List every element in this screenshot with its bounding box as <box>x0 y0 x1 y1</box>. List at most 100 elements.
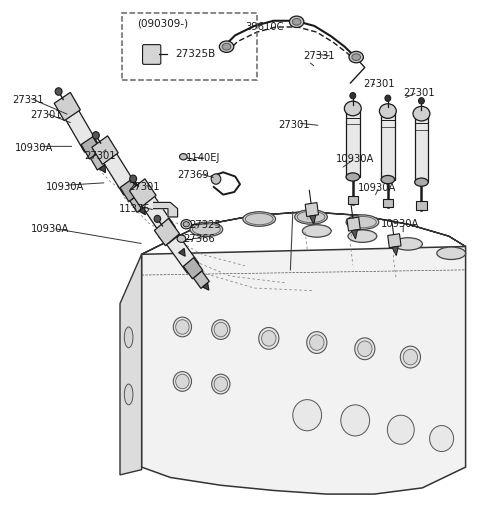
Ellipse shape <box>222 44 231 50</box>
Circle shape <box>130 175 137 183</box>
FancyBboxPatch shape <box>143 45 161 64</box>
Ellipse shape <box>292 19 301 25</box>
Polygon shape <box>120 254 142 475</box>
Polygon shape <box>159 221 180 243</box>
Polygon shape <box>54 92 80 121</box>
Ellipse shape <box>212 374 230 394</box>
Polygon shape <box>346 108 360 177</box>
Polygon shape <box>142 212 466 254</box>
Text: 27301: 27301 <box>278 119 310 130</box>
Circle shape <box>385 95 391 102</box>
Ellipse shape <box>346 215 379 229</box>
Circle shape <box>430 426 454 452</box>
Ellipse shape <box>295 210 327 224</box>
Ellipse shape <box>180 154 187 160</box>
Polygon shape <box>130 179 156 208</box>
Ellipse shape <box>400 346 420 368</box>
Ellipse shape <box>302 225 331 237</box>
Ellipse shape <box>413 106 430 121</box>
Polygon shape <box>142 247 466 494</box>
Ellipse shape <box>349 51 363 63</box>
Polygon shape <box>193 271 209 289</box>
Ellipse shape <box>348 216 376 228</box>
Ellipse shape <box>124 384 133 405</box>
Text: 1140EJ: 1140EJ <box>186 153 221 163</box>
Ellipse shape <box>173 372 192 391</box>
Polygon shape <box>383 199 393 207</box>
Text: 27325: 27325 <box>190 220 221 230</box>
Ellipse shape <box>394 238 422 250</box>
Ellipse shape <box>379 104 396 118</box>
Circle shape <box>211 174 221 184</box>
Ellipse shape <box>245 213 273 225</box>
Polygon shape <box>310 215 316 224</box>
Polygon shape <box>92 136 118 165</box>
Ellipse shape <box>297 211 325 223</box>
Polygon shape <box>392 247 398 255</box>
Text: 10930A: 10930A <box>31 224 70 235</box>
Text: 10930A: 10930A <box>358 183 396 193</box>
Circle shape <box>93 132 99 139</box>
Ellipse shape <box>176 320 189 334</box>
Ellipse shape <box>346 173 360 181</box>
Ellipse shape <box>177 235 186 242</box>
Text: 10930A: 10930A <box>46 182 84 192</box>
Polygon shape <box>81 136 101 159</box>
Polygon shape <box>155 218 180 245</box>
Ellipse shape <box>219 41 234 52</box>
Polygon shape <box>305 202 319 216</box>
Ellipse shape <box>262 331 276 346</box>
Circle shape <box>55 88 62 95</box>
Polygon shape <box>136 188 176 237</box>
Text: 27366: 27366 <box>183 234 215 244</box>
Ellipse shape <box>352 54 360 60</box>
Polygon shape <box>161 227 199 273</box>
Circle shape <box>350 92 356 99</box>
Circle shape <box>387 415 414 444</box>
Polygon shape <box>347 217 360 231</box>
Polygon shape <box>98 145 137 195</box>
Circle shape <box>293 400 322 431</box>
Polygon shape <box>388 234 401 248</box>
Ellipse shape <box>289 16 304 28</box>
Ellipse shape <box>173 317 192 337</box>
Polygon shape <box>60 102 98 152</box>
Polygon shape <box>139 207 145 215</box>
Ellipse shape <box>243 212 276 226</box>
Text: 11375: 11375 <box>119 203 151 214</box>
Text: 27301: 27301 <box>84 151 116 161</box>
Ellipse shape <box>403 349 418 365</box>
Ellipse shape <box>310 335 324 350</box>
Polygon shape <box>348 196 358 204</box>
Polygon shape <box>154 202 178 217</box>
Ellipse shape <box>348 230 377 242</box>
Polygon shape <box>169 236 186 254</box>
Text: 27369: 27369 <box>178 170 209 180</box>
Ellipse shape <box>212 320 230 339</box>
Circle shape <box>154 215 161 223</box>
Ellipse shape <box>176 374 189 389</box>
Circle shape <box>419 98 424 104</box>
Polygon shape <box>203 283 209 290</box>
Ellipse shape <box>192 224 220 235</box>
Ellipse shape <box>437 247 466 260</box>
Ellipse shape <box>214 377 228 391</box>
Text: (090309-): (090309-) <box>137 18 188 28</box>
Ellipse shape <box>355 338 375 360</box>
Circle shape <box>341 405 370 436</box>
Polygon shape <box>90 152 107 170</box>
Ellipse shape <box>181 220 192 229</box>
Ellipse shape <box>259 327 279 349</box>
Polygon shape <box>416 201 427 210</box>
Text: 27301: 27301 <box>129 182 160 192</box>
Text: 27325B: 27325B <box>175 49 216 60</box>
Text: 10930A: 10930A <box>336 154 374 165</box>
Ellipse shape <box>214 322 228 337</box>
Polygon shape <box>183 257 203 279</box>
Polygon shape <box>130 194 146 212</box>
Text: 27301: 27301 <box>363 79 395 89</box>
Polygon shape <box>415 114 428 182</box>
Ellipse shape <box>307 332 327 353</box>
Polygon shape <box>99 165 106 173</box>
Polygon shape <box>179 249 185 256</box>
